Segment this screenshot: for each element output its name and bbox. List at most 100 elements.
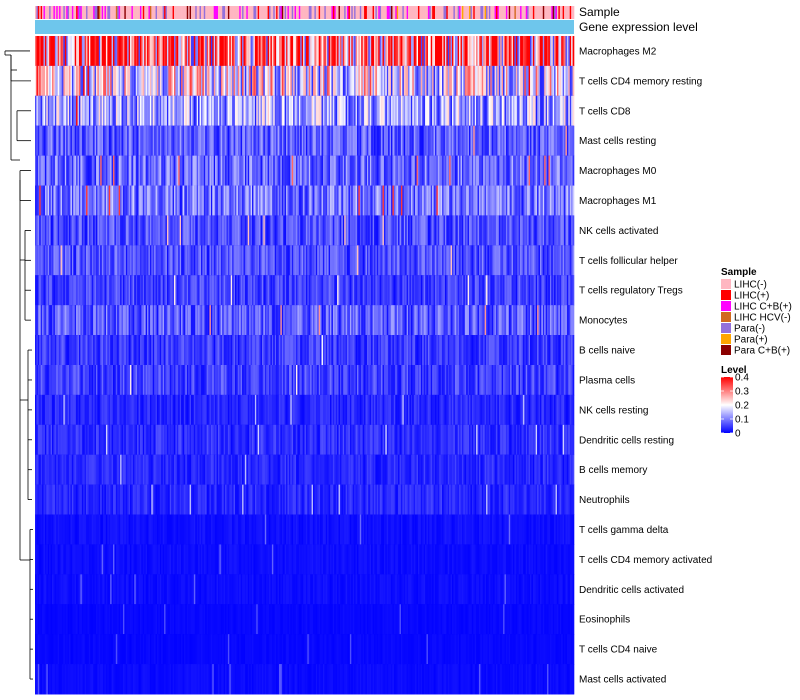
heatmap-cell xyxy=(554,125,556,157)
heatmap-cell xyxy=(450,335,453,366)
heatmap-cell xyxy=(378,36,380,67)
heatmap-cell xyxy=(78,155,81,186)
heatmap-cell xyxy=(356,95,359,127)
heatmap-cell xyxy=(317,65,319,97)
heatmap-cell xyxy=(91,215,94,246)
heatmap-cell xyxy=(409,275,412,306)
heatmap-cell xyxy=(330,305,332,336)
heatmap-cell xyxy=(260,305,263,336)
heatmap-cell xyxy=(243,335,246,366)
heatmap-cell xyxy=(113,95,115,127)
heatmap-cell xyxy=(568,275,571,306)
heatmap-cell xyxy=(354,65,356,97)
heatmap-cell xyxy=(466,335,468,366)
heatmap-cell xyxy=(378,275,380,306)
heatmap-cell xyxy=(400,275,403,306)
heatmap-cell xyxy=(369,155,372,186)
heatmap-cell xyxy=(412,65,415,97)
heatmap-cell xyxy=(108,155,111,186)
heatmap-cell xyxy=(264,335,267,366)
heatmap-cell xyxy=(142,245,145,276)
heatmap-cell xyxy=(131,155,134,186)
sample-annotation-cell xyxy=(44,6,47,19)
heatmap-cell xyxy=(365,155,368,186)
heatmap-cell xyxy=(297,125,300,157)
heatmap-cell xyxy=(481,36,484,67)
sample-annotation-cell xyxy=(103,6,105,19)
heatmap-cell xyxy=(254,365,257,396)
sample-annotation-cell xyxy=(35,6,37,19)
heatmap-cell xyxy=(508,65,511,97)
heatmap-cell xyxy=(81,36,84,67)
heatmap-cell xyxy=(263,335,266,366)
heatmap-cell xyxy=(493,275,495,306)
heatmap-cell xyxy=(498,36,501,67)
heatmap-cell xyxy=(409,305,412,336)
heatmap-cell xyxy=(108,125,111,157)
heatmap-cell xyxy=(498,245,501,276)
heatmap-cell xyxy=(247,125,250,157)
sample-annotation-cell xyxy=(264,6,267,19)
heatmap-cell xyxy=(486,36,488,67)
heatmap-cell xyxy=(225,125,227,157)
heatmap-cell xyxy=(503,155,505,186)
heatmap-cell xyxy=(95,275,98,306)
heatmap-cell xyxy=(315,245,318,276)
heatmap-cell xyxy=(308,215,311,246)
heatmap-cell xyxy=(406,245,409,276)
heatmap-cell xyxy=(354,365,356,396)
heatmap-cell xyxy=(137,95,139,127)
heatmap-cell xyxy=(171,275,173,306)
heatmap-cell xyxy=(539,36,542,67)
heatmap-cell xyxy=(81,125,84,157)
heatmap-cell xyxy=(446,335,449,366)
heatmap-cell xyxy=(420,95,423,127)
heatmap-cell xyxy=(398,65,400,97)
heatmap-cell xyxy=(321,155,324,186)
heatmap-cell xyxy=(229,335,232,366)
heatmap-cell xyxy=(318,335,321,366)
heatmap-cell xyxy=(209,275,212,306)
heatmap-cell xyxy=(338,36,341,67)
heatmap-cell xyxy=(382,335,385,366)
heatmap-cell xyxy=(400,36,403,67)
heatmap-cell xyxy=(352,155,355,186)
heatmap-cell xyxy=(478,215,481,246)
heatmap-cell xyxy=(392,245,395,276)
heatmap-cell xyxy=(86,185,88,216)
heatmap-cell xyxy=(236,305,239,336)
heatmap-cell xyxy=(300,36,302,67)
heatmap-cell xyxy=(366,95,369,127)
heatmap-cell xyxy=(541,275,544,306)
heatmap-cell xyxy=(70,65,73,97)
heatmap-cell xyxy=(138,95,141,127)
heatmap-cell xyxy=(545,155,548,186)
heatmap-cell xyxy=(122,185,125,216)
heatmap-cell xyxy=(406,36,409,67)
heatmap-cell xyxy=(88,245,91,276)
heatmap-cell xyxy=(175,305,178,336)
heatmap-cell xyxy=(503,245,505,276)
sample-annotation-cell xyxy=(87,6,90,19)
heatmap-cell xyxy=(250,335,253,366)
heatmap-cell xyxy=(165,65,168,97)
sample-annotation-cell xyxy=(210,6,213,19)
heatmap-cell xyxy=(206,335,209,366)
heatmap-cell xyxy=(108,95,111,127)
heatmap-cell xyxy=(470,305,473,336)
heatmap-cell xyxy=(376,215,379,246)
heatmap-cell xyxy=(152,155,155,186)
heatmap-cell xyxy=(261,245,264,276)
heatmap-cell xyxy=(427,275,430,306)
heatmap-cell xyxy=(200,65,203,97)
heatmap-cell xyxy=(39,36,41,67)
heatmap-cell xyxy=(406,155,409,186)
heatmap-cell xyxy=(76,36,78,67)
heatmap-cell xyxy=(464,335,467,366)
heatmap-cell xyxy=(176,365,179,396)
heatmap-cell xyxy=(461,155,464,186)
sample-annotation-cell xyxy=(84,6,87,19)
heatmap-cell xyxy=(151,36,154,67)
heatmap-cell xyxy=(402,125,405,157)
sample-annotation-cell xyxy=(237,6,240,19)
